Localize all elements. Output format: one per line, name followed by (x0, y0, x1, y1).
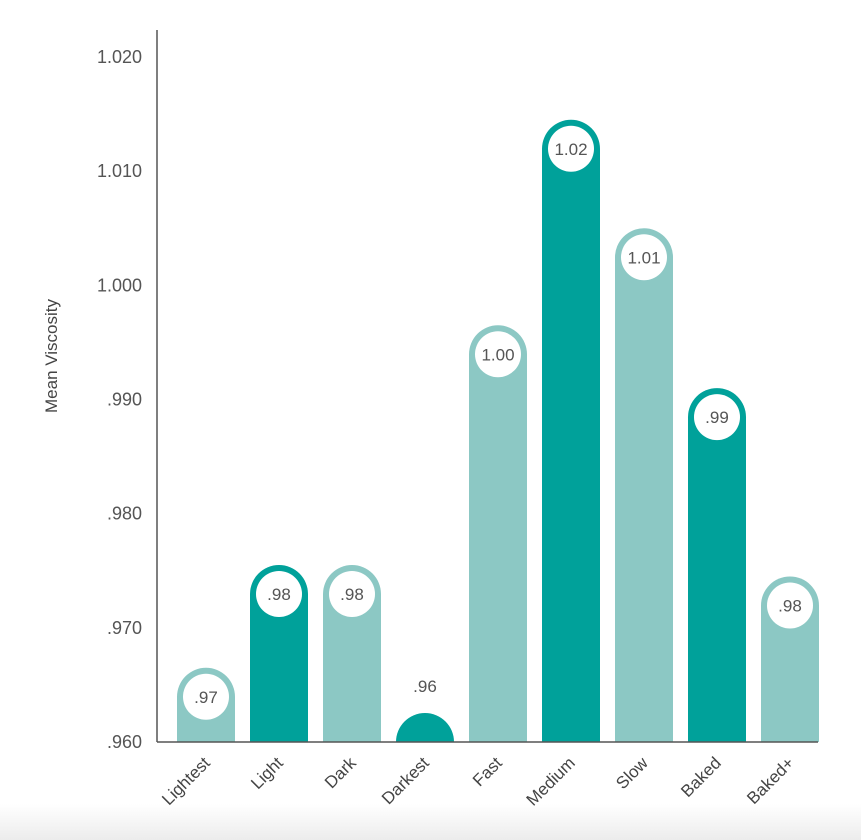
y-tick-label: 1.000 (97, 275, 142, 295)
x-tick-label: Dark (321, 753, 360, 792)
bar-label-circle (183, 673, 229, 720)
y-tick-label: .980 (107, 504, 142, 524)
bar-label-circle (329, 571, 375, 618)
bar-value-label: 1.00 (481, 345, 514, 364)
bar-baked-plus: .98 (761, 576, 819, 742)
bar-value-label: .98 (267, 585, 291, 604)
bars: .97 .98 .98 .96 1.00 1.02 1.01 .99 .98 (177, 119, 819, 742)
x-tick-label: Darkest (378, 753, 433, 808)
x-tick-label: Baked+ (743, 753, 798, 808)
bar-value-label: .98 (778, 596, 802, 615)
bar-value-label: 1.02 (554, 140, 587, 159)
bar-value-label: .98 (340, 585, 364, 604)
x-tick-label: Fast (469, 753, 506, 790)
bar-shape (542, 119, 600, 742)
x-tick-label: Slow (612, 753, 652, 793)
bar-shape (468, 325, 527, 742)
y-tick-label: 1.020 (97, 47, 142, 67)
bar-baked: .99 (688, 388, 746, 742)
x-tick-label: Lightest (158, 753, 214, 809)
y-axis-label: Mean Viscosity (42, 298, 61, 413)
bar-shape (615, 228, 673, 742)
bar-lightest: .97 (177, 667, 235, 742)
y-tick-label: .960 (107, 732, 142, 752)
bar-label-circle (694, 394, 740, 441)
x-tick-label: Light (247, 753, 287, 793)
bar-value-label: .99 (705, 408, 729, 427)
bar-shape (688, 388, 746, 742)
bar-value-label: 1.01 (627, 248, 660, 267)
bar-slow: 1.01 (615, 228, 673, 742)
bar-fast: 1.00 (468, 325, 527, 742)
bar-light: .98 (250, 565, 308, 742)
x-tick-label: Medium (523, 753, 579, 809)
bar-label-circle (767, 582, 813, 629)
bar-dark: .98 (323, 565, 381, 742)
y-tick-label: .970 (107, 618, 142, 638)
y-tick-label: 1.010 (97, 161, 142, 181)
x-tick-label: Baked (677, 753, 725, 801)
bar-shape (396, 713, 454, 742)
y-tick-label: .990 (107, 390, 142, 410)
bar-value-label: .96 (413, 677, 437, 696)
bar-label-circle (256, 571, 302, 618)
x-axis-labels: Lightest Light Dark Darkest Fast Medium Slow Ba… (158, 753, 798, 810)
bar-darkest: .96 (396, 677, 454, 742)
bar-label-circle (621, 234, 667, 281)
axes (156, 30, 818, 743)
bar-label-circle (475, 331, 521, 378)
bar-value-label: .97 (194, 688, 218, 707)
y-axis-ticks: .960 .970 .980 .990 1.000 1.010 1.020 (97, 47, 142, 752)
bar-label-circle (548, 125, 594, 172)
bar-medium: 1.02 (542, 119, 600, 742)
bottom-fade (0, 804, 861, 840)
